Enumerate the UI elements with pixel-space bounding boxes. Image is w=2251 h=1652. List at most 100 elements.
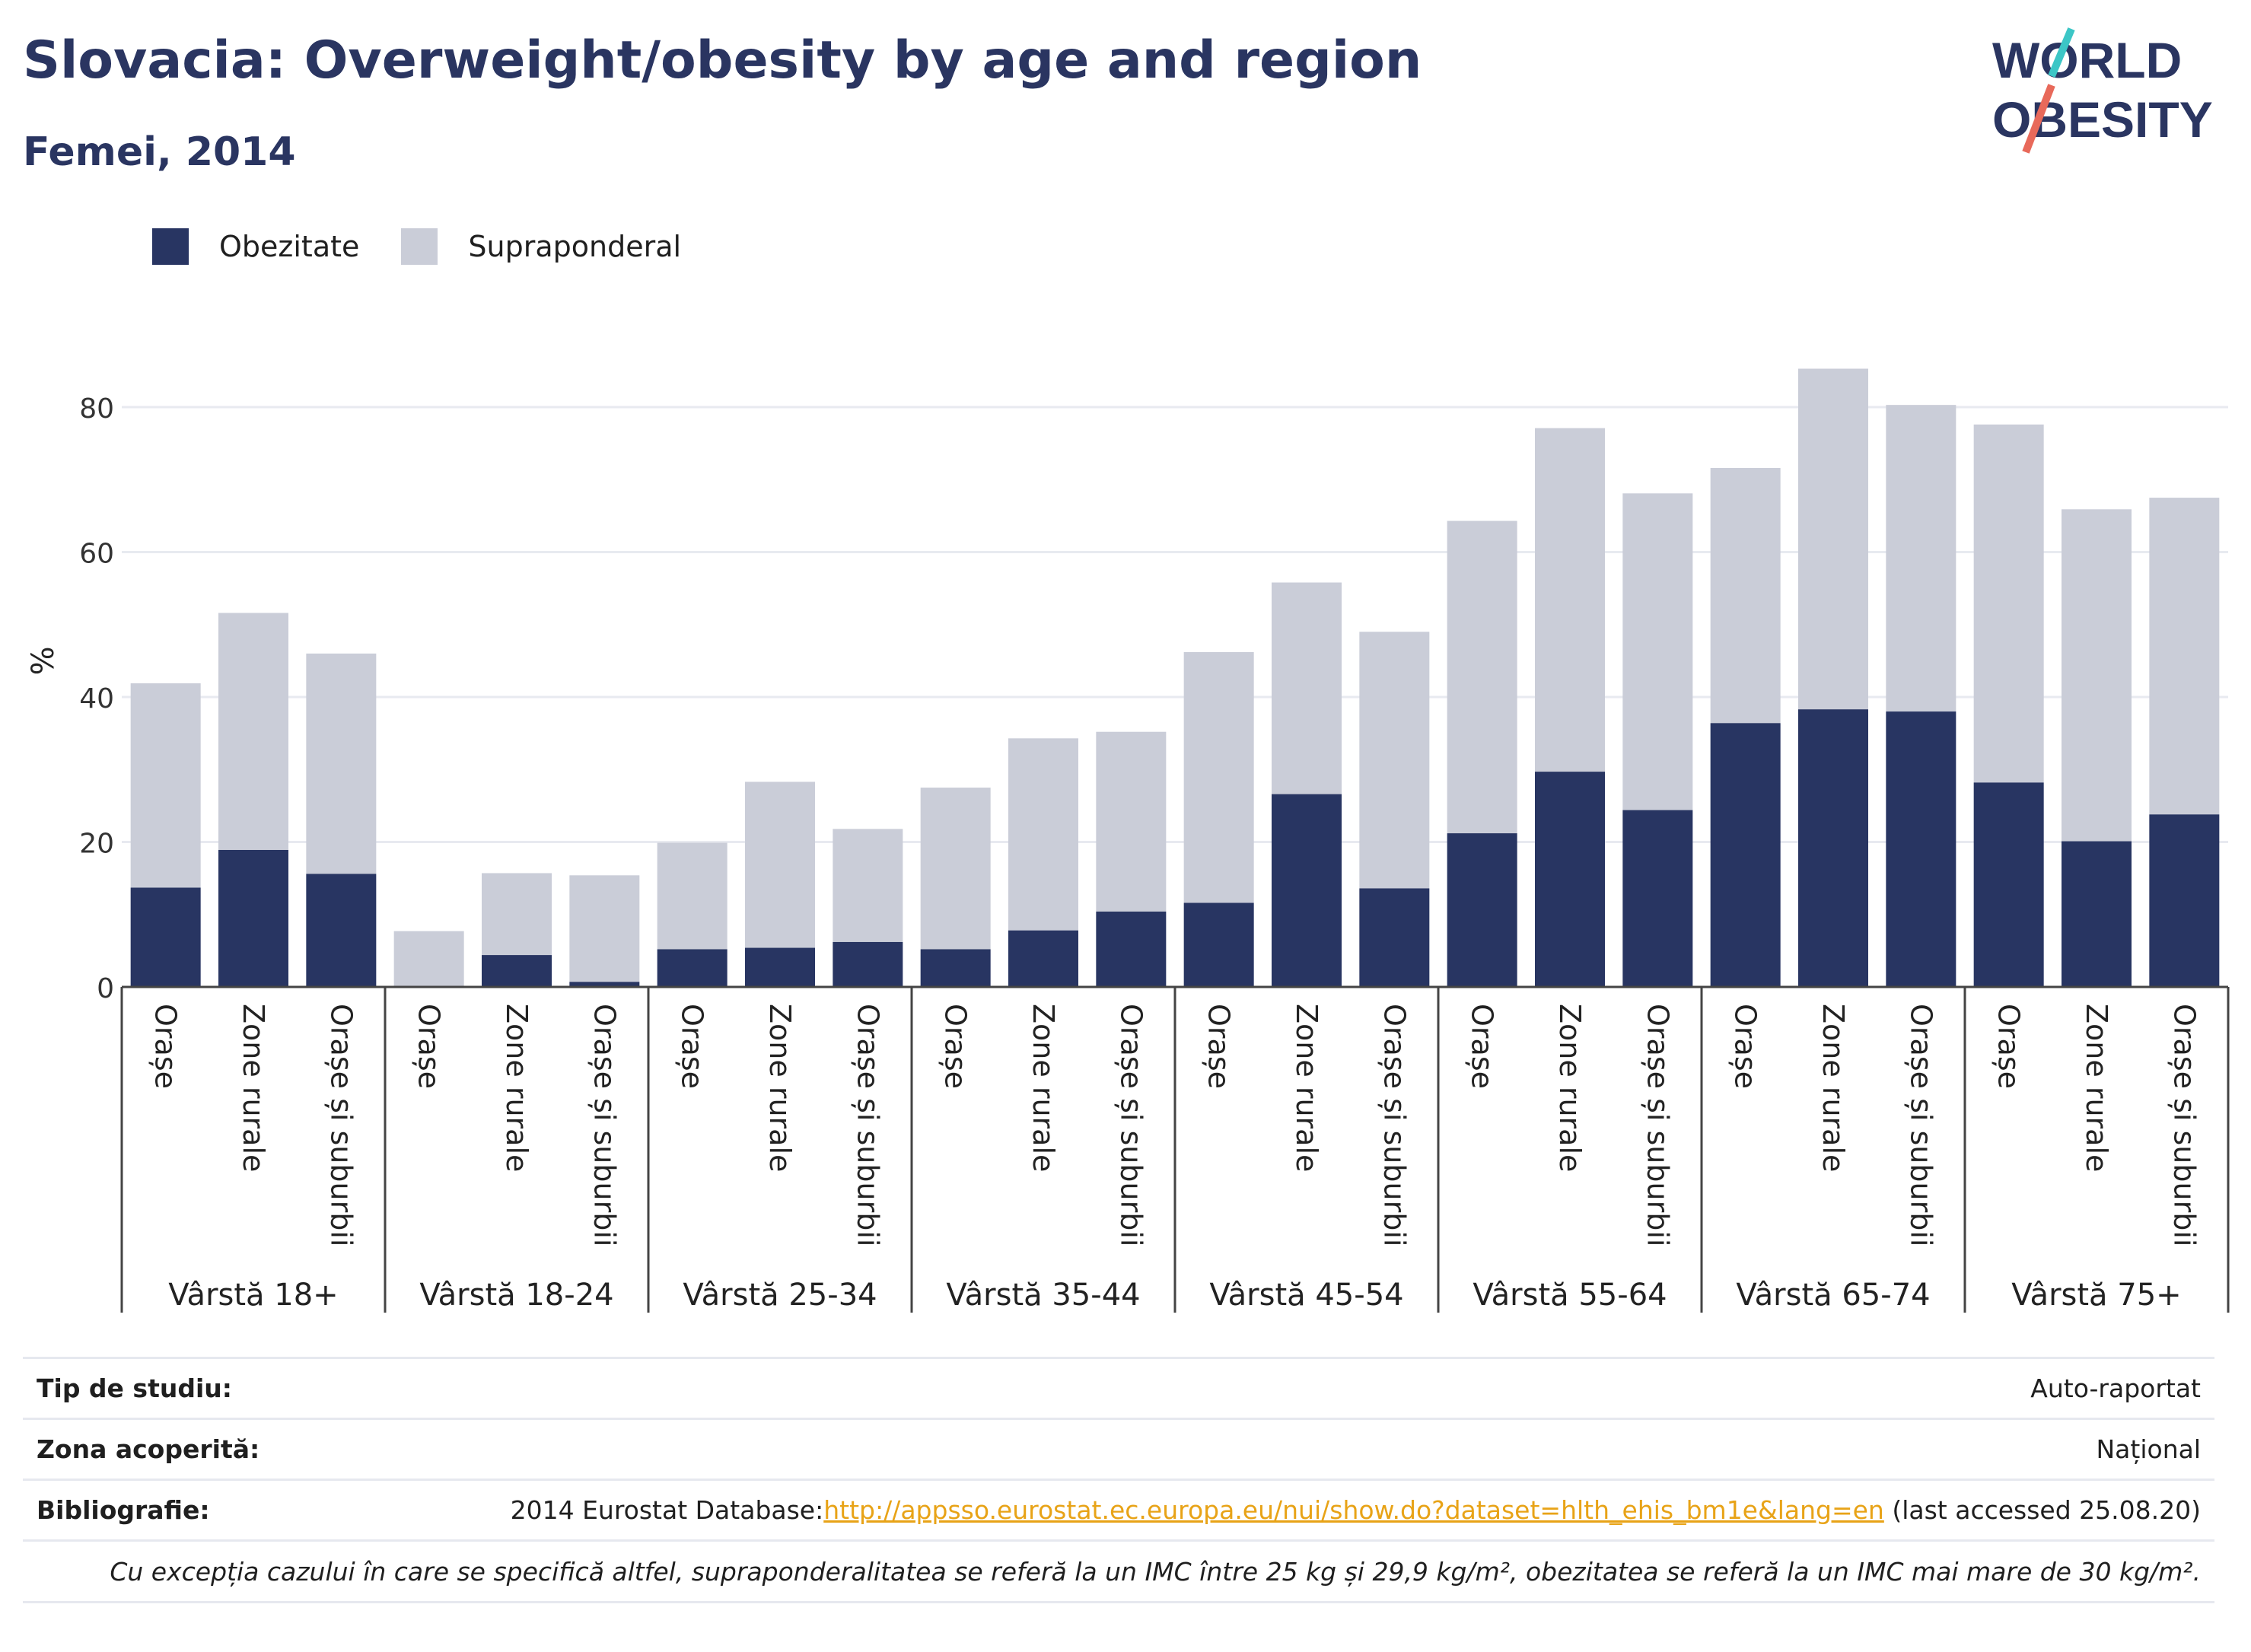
- x-tick-label: Orașe și suburbii: [1641, 1004, 1674, 1246]
- logo-accent-teal: [2048, 27, 2075, 78]
- group-label: Vârstă 35-44: [946, 1278, 1140, 1313]
- bar-obesity: [1096, 911, 1167, 987]
- bar-obesity: [1183, 902, 1254, 987]
- coverage-label: Zona acoperită:: [37, 1434, 260, 1464]
- bar-obesity: [1886, 711, 1956, 987]
- group-label: Vârstă 25-34: [683, 1278, 877, 1313]
- bar-obesity: [2149, 814, 2220, 987]
- group-label: Vârstă 75+: [2011, 1278, 2181, 1313]
- info-table: Tip de studiu: Auto-raportat Zona acoper…: [23, 1357, 2214, 1603]
- x-tick-label: Zone rurale: [237, 1004, 270, 1172]
- bar-obesity: [1710, 723, 1781, 987]
- x-tick-label: Orașe: [149, 1004, 183, 1089]
- study-type-value: Auto-raportat: [2030, 1373, 2201, 1403]
- group-label: Vârstă 65-74: [1736, 1278, 1930, 1313]
- logo-accent-coral: [2022, 84, 2055, 154]
- bar-obesity: [1447, 833, 1517, 987]
- bibliography-value: 2014 Eurostat Database:http://appsso.eur…: [511, 1495, 2201, 1525]
- x-tick-label: Orașe: [1202, 1004, 1236, 1089]
- x-tick-label: Orașe: [939, 1004, 973, 1089]
- bar-obesity: [920, 949, 991, 987]
- x-tick-label: Zone rurale: [1816, 1004, 1850, 1172]
- x-tick-label: Orașe: [1466, 1004, 1499, 1089]
- definition-note: Cu excepția cazului în care se specifică…: [110, 1556, 2201, 1587]
- chart-subtitle: Femei, 2014: [23, 129, 296, 175]
- bar-overweight: [1272, 582, 1342, 794]
- group-label: Vârstă 55-64: [1473, 1278, 1667, 1313]
- x-tick-label: Orașe și suburbii: [324, 1004, 358, 1246]
- group-label: Vârstă 18-24: [419, 1278, 613, 1313]
- x-tick-label: Orașe și suburbii: [587, 1004, 621, 1246]
- bar-overweight: [920, 788, 991, 950]
- bar-overweight: [833, 829, 903, 942]
- bar-obesity: [569, 982, 640, 987]
- x-tick-label: Orașe: [676, 1004, 709, 1089]
- x-tick-label: Zone rurale: [1290, 1004, 1323, 1172]
- bar-overweight: [1447, 520, 1517, 834]
- x-tick-label: Zone rurale: [763, 1004, 797, 1172]
- bibliography-prefix: 2014 Eurostat Database:: [510, 1495, 824, 1525]
- bar-obesity: [1359, 888, 1430, 987]
- bar-overweight: [306, 653, 377, 874]
- bar-overweight: [1008, 738, 1078, 931]
- y-tick-label: 60: [79, 539, 114, 570]
- x-tick-label: Orașe: [1729, 1004, 1762, 1089]
- y-tick-label: 40: [79, 683, 114, 715]
- bar-obesity: [1622, 810, 1693, 987]
- study-type-label: Tip de studiu:: [37, 1373, 232, 1403]
- world-obesity-logo: WORLD OBESITY: [1992, 27, 2213, 154]
- bibliography-link[interactable]: http://appsso.eurostat.ec.europa.eu/nui/…: [823, 1495, 1884, 1525]
- bar-obesity: [1008, 930, 1078, 987]
- bar-overweight: [130, 683, 201, 888]
- bibliography-suffix: (last accessed 25.08.20): [1883, 1495, 2201, 1525]
- x-tick-label: Orașe: [1992, 1004, 2026, 1089]
- info-row-bibliography: Bibliografie: 2014 Eurostat Database:htt…: [23, 1479, 2214, 1539]
- bar-obesity: [657, 949, 728, 987]
- legend: Obezitate Supraponderal: [152, 225, 723, 268]
- bar-obesity: [130, 887, 201, 987]
- bar-obesity: [2062, 841, 2132, 987]
- logo-line1: WORLD: [1992, 32, 2182, 88]
- x-tick-label: Orașe și suburbii: [1377, 1004, 1411, 1246]
- group-label: Vârstă 18+: [168, 1278, 338, 1313]
- y-axis-label: %: [26, 646, 61, 675]
- bar-overweight: [2149, 498, 2220, 815]
- legend-swatch-overweight: [401, 228, 438, 265]
- legend-item-obesity: Obezitate: [152, 228, 359, 265]
- bar-overweight: [218, 613, 288, 850]
- bar-obesity: [1798, 709, 1868, 987]
- legend-item-overweight: Supraponderal: [401, 228, 681, 265]
- bar-overweight: [1183, 651, 1254, 903]
- x-tick-label: Orașe și suburbii: [1904, 1004, 1937, 1246]
- info-row-coverage: Zona acoperită: Național: [23, 1418, 2214, 1479]
- bar-overweight: [1622, 493, 1693, 810]
- bar-obesity: [306, 874, 377, 987]
- bar-obesity: [745, 947, 815, 987]
- y-tick-label: 0: [97, 973, 114, 1004]
- legend-label-overweight: Supraponderal: [468, 230, 682, 263]
- bar-overweight: [393, 931, 464, 987]
- bar-overweight: [1710, 468, 1781, 724]
- coverage-value: Național: [2096, 1434, 2201, 1464]
- bar-overweight: [1535, 428, 1605, 772]
- bar-obesity: [833, 941, 903, 987]
- legend-label-obesity: Obezitate: [219, 230, 360, 263]
- x-tick-label: Orașe și suburbii: [2167, 1004, 2201, 1246]
- bar-overweight: [1798, 368, 1868, 710]
- bar-obesity: [218, 849, 288, 987]
- x-tick-label: Zone rurale: [500, 1004, 533, 1172]
- x-tick-label: Orașe și suburbii: [1114, 1004, 1148, 1246]
- bar-overweight: [482, 873, 552, 956]
- bar-obesity: [1272, 794, 1342, 987]
- x-tick-label: Orașe: [412, 1004, 446, 1089]
- y-tick-label: 80: [79, 393, 114, 425]
- chart-title: Slovacia: Overweight/obesity by age and …: [23, 30, 1422, 91]
- legend-swatch-obesity: [152, 228, 189, 265]
- bar-overweight: [1886, 405, 1956, 712]
- bar-overweight: [569, 875, 640, 982]
- bar-overweight: [2062, 509, 2132, 842]
- bar-overweight: [745, 781, 815, 948]
- group-label: Vârstă 45-54: [1209, 1278, 1403, 1313]
- bar-overweight: [657, 842, 728, 950]
- bar-obesity: [482, 955, 552, 987]
